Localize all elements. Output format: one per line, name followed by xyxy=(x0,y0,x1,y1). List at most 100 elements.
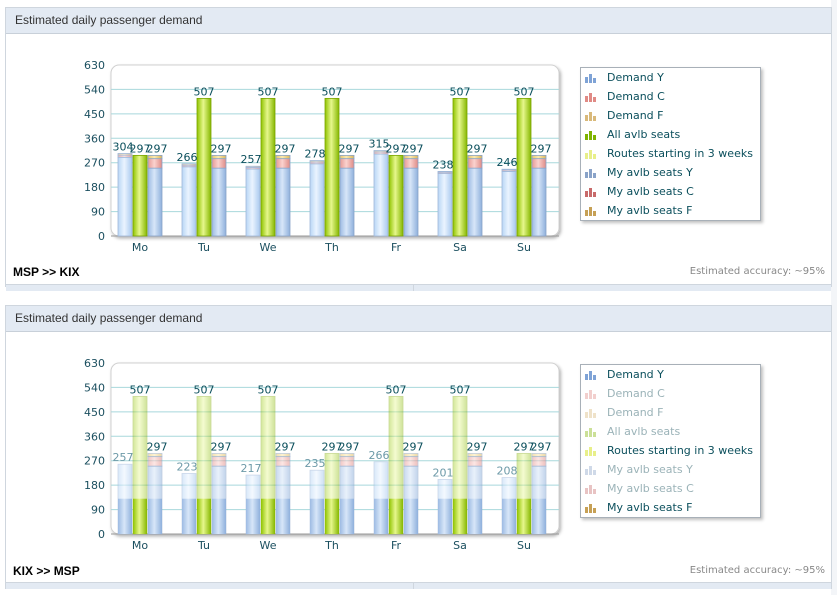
bar-fill-my xyxy=(532,498,546,534)
data-label-demand: 257 xyxy=(241,153,262,166)
legend-item[interactable]: Demand F xyxy=(581,106,760,125)
panel-header: Estimated daily passenger demand xyxy=(6,306,831,332)
bar-all-avlb-seats xyxy=(260,97,276,237)
bar-chart-icon xyxy=(585,92,597,102)
bar-my-avlb-y xyxy=(467,167,483,237)
data-label-avlb: 507 xyxy=(386,383,407,396)
data-label-avlb: 507 xyxy=(514,85,535,98)
legend-item[interactable]: My avlb seats Y xyxy=(581,460,760,479)
y-tick-label: 180 xyxy=(84,181,105,194)
bar-my-avlb-f xyxy=(211,154,227,160)
bar-my-avlb-f xyxy=(467,452,483,458)
bar-fill-my xyxy=(276,498,290,534)
legend-item[interactable]: My avlb seats C xyxy=(581,182,760,201)
data-label-my-avlb: 297 xyxy=(275,142,296,155)
bar-demand-f xyxy=(437,170,453,173)
data-label-my-avlb: 297 xyxy=(147,440,168,453)
legend-item[interactable]: My avlb seats F xyxy=(581,498,760,517)
bar-demand-y xyxy=(501,170,517,237)
legend-item[interactable]: Demand Y xyxy=(581,365,760,384)
panel-header: Estimated daily passenger demand xyxy=(6,8,831,34)
bar-my-avlb-c xyxy=(211,456,227,467)
bar-fill-my xyxy=(148,498,162,534)
bar-my-avlb-f xyxy=(147,452,163,458)
bar-my-avlb-f xyxy=(467,154,483,160)
legend-label: Routes starting in 3 weeks xyxy=(607,444,753,457)
route-label: KIX >> MSP xyxy=(13,564,80,578)
data-label-demand: 223 xyxy=(177,460,198,473)
x-tick-label: Fr xyxy=(391,241,402,254)
data-label-avlb: 507 xyxy=(450,383,471,396)
accuracy-label: Estimated accuracy: ~95% xyxy=(689,266,825,277)
legend-label: Demand F xyxy=(607,406,664,419)
y-tick-label: 540 xyxy=(84,83,105,96)
bar-demand-f xyxy=(245,165,261,168)
data-label-avlb: 507 xyxy=(194,383,215,396)
y-tick-label: 360 xyxy=(84,132,105,145)
legend-item[interactable]: My avlb seats Y xyxy=(581,163,760,182)
y-tick-label: 450 xyxy=(84,108,105,121)
y-tick-label: 360 xyxy=(84,430,105,443)
bar-my-avlb-f xyxy=(403,154,419,160)
panel-footer-bar xyxy=(6,284,831,291)
data-label-demand: 266 xyxy=(177,151,198,164)
bar-fill-demand xyxy=(310,498,324,534)
legend-item[interactable]: Routes starting in 3 weeks xyxy=(581,144,760,163)
bar-fill-my xyxy=(404,498,418,534)
bar-demand-f xyxy=(373,150,389,153)
bar-demand-y xyxy=(309,163,325,237)
demand-chart: 090180270360450540630304297297Mo26650729… xyxy=(84,59,560,254)
data-label-my-avlb: 297 xyxy=(211,440,232,453)
bar-my-avlb-c xyxy=(467,158,483,169)
y-tick-label: 0 xyxy=(98,230,105,243)
legend-item[interactable]: All avlb seats xyxy=(581,422,760,441)
accuracy-label: Estimated accuracy: ~95% xyxy=(689,565,825,576)
x-tick-label: Tu xyxy=(197,241,210,254)
legend-item[interactable]: All avlb seats xyxy=(581,125,760,144)
legend-item[interactable]: Demand F xyxy=(581,403,760,422)
legend-item[interactable]: My avlb seats F xyxy=(581,201,760,220)
legend-label: My avlb seats Y xyxy=(607,463,693,476)
bar-fill-demand xyxy=(438,498,452,534)
bar-my-avlb-c xyxy=(467,456,483,467)
data-label-avlb: 507 xyxy=(322,85,343,98)
bar-demand-y xyxy=(117,156,133,237)
bar-fill-my xyxy=(340,498,354,534)
data-label-demand: 217 xyxy=(241,462,262,475)
bar-chart-icon xyxy=(585,389,597,399)
bar-my-avlb-y xyxy=(211,167,227,237)
bar-my-avlb-c xyxy=(339,456,355,467)
bar-my-avlb-c xyxy=(275,158,291,169)
bar-fill-avlb xyxy=(517,498,531,534)
bar-fill-avlb xyxy=(133,498,147,534)
data-label-demand: 208 xyxy=(497,465,518,478)
bar-chart-icon xyxy=(585,187,597,197)
bar-chart-icon xyxy=(585,130,597,140)
bar-demand-f xyxy=(181,163,197,166)
data-label-avlb: 507 xyxy=(258,383,279,396)
legend-label: Demand C xyxy=(607,90,665,103)
bar-demand-f xyxy=(117,153,133,156)
y-tick-label: 90 xyxy=(91,206,105,219)
bar-fill-demand xyxy=(502,498,516,534)
bar-fill-demand xyxy=(182,498,196,534)
legend-item[interactable]: Routes starting in 3 weeks xyxy=(581,441,760,460)
legend-item[interactable]: Demand Y xyxy=(581,68,760,87)
data-label-avlb: 297 xyxy=(386,142,407,155)
data-label-my-avlb: 297 xyxy=(147,142,168,155)
legend-label: Routes starting in 3 weeks xyxy=(607,147,753,160)
y-tick-label: 540 xyxy=(84,381,105,394)
legend-item[interactable]: Demand C xyxy=(581,87,760,106)
bar-fill-my xyxy=(212,498,226,534)
data-label-demand: 266 xyxy=(369,449,390,462)
x-tick-label: We xyxy=(260,539,277,552)
legend-label: Demand C xyxy=(607,387,665,400)
data-label-my-avlb: 297 xyxy=(531,440,552,453)
bar-my-avlb-c xyxy=(147,158,163,169)
legend-item[interactable]: Demand C xyxy=(581,384,760,403)
bar-my-avlb-c xyxy=(339,158,355,169)
legend-item[interactable]: My avlb seats C xyxy=(581,479,760,498)
bar-chart-icon xyxy=(585,111,597,121)
bar-chart-icon xyxy=(585,168,597,178)
legend-label: My avlb seats C xyxy=(607,185,694,198)
